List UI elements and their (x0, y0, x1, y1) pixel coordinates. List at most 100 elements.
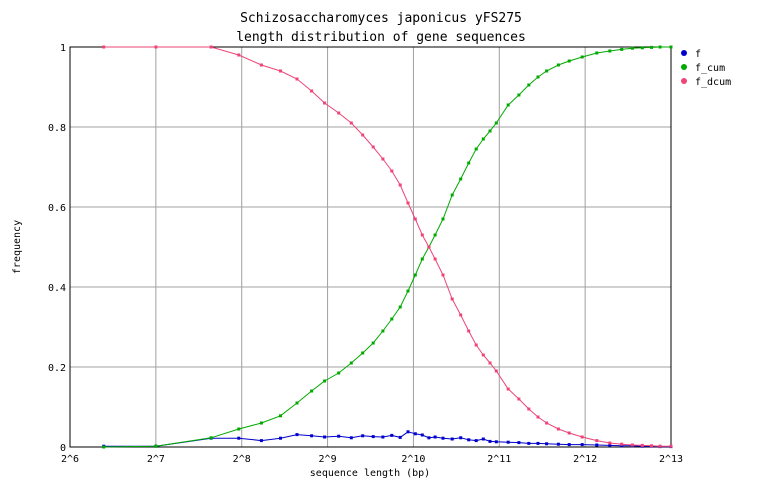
y-tick-label: 0.6 (48, 203, 66, 214)
data-point-f (580, 443, 584, 447)
x-tick-label: 2^7 (147, 454, 165, 465)
data-point-f (620, 444, 624, 448)
data-point-f_cum (337, 371, 341, 375)
legend-item-f: f (681, 49, 701, 60)
x-tick-label: 2^9 (319, 454, 337, 465)
data-point-f_dcum (506, 387, 510, 391)
data-point-f_dcum (413, 217, 417, 221)
data-point-f_dcum (580, 435, 584, 439)
data-point-f_cum (556, 63, 560, 67)
data-point-f_cum (154, 444, 158, 448)
data-point-f_dcum (441, 273, 445, 277)
data-point-f_cum (323, 379, 327, 383)
data-point-f_cum (441, 217, 445, 221)
data-point-f (323, 435, 327, 439)
data-point-f (556, 442, 560, 446)
data-point-f_dcum (536, 415, 540, 419)
data-point-f (595, 443, 599, 447)
legend-marker (681, 50, 687, 56)
data-point-f_dcum (259, 63, 263, 67)
data-point-f_dcum (323, 101, 327, 105)
data-point-f_cum (209, 436, 213, 440)
x-axis-label: sequence length (bp) (310, 468, 430, 479)
data-point-f_cum (279, 414, 282, 418)
data-point-f_cum (237, 427, 241, 431)
x-tick-label: 2^10 (401, 454, 425, 465)
data-point-f_dcum (494, 369, 498, 373)
data-point-f_cum (259, 421, 263, 425)
y-tick-label: 0 (60, 443, 66, 454)
data-point-f_cum (488, 129, 492, 133)
data-point-f_dcum (279, 69, 282, 73)
data-point-f_dcum (337, 111, 341, 115)
data-point-f_dcum (406, 201, 410, 205)
data-point-f (381, 435, 385, 439)
data-point-f_cum (413, 273, 417, 277)
data-point-f_cum (595, 51, 599, 55)
data-point-f (527, 441, 531, 445)
data-point-f (567, 443, 571, 447)
data-point-f_dcum (102, 45, 106, 49)
data-point-f_dcum (481, 353, 485, 357)
x-tick-label: 2^12 (573, 454, 597, 465)
data-point-f (474, 439, 478, 443)
series-f_cum (102, 45, 673, 449)
data-point-f (406, 430, 410, 434)
chart-title: Schizosaccharomyces japonicus yFS275 (240, 11, 522, 26)
data-point-f_cum (467, 161, 471, 165)
data-point-f_dcum (427, 245, 431, 249)
data-point-f_cum (433, 233, 437, 237)
data-point-f_dcum (154, 45, 158, 49)
data-point-f_cum (390, 317, 394, 321)
data-point-f (459, 436, 463, 440)
series-f_dcum (102, 45, 673, 448)
y-tick-label: 0.2 (48, 363, 66, 374)
data-point-f_cum (381, 329, 385, 333)
data-point-f_cum (310, 389, 314, 393)
legend-label: f_cum (695, 63, 725, 74)
data-point-f (506, 440, 510, 444)
data-point-f_dcum (567, 431, 571, 435)
data-point-f_cum (545, 69, 549, 73)
data-point-f (536, 441, 540, 445)
data-point-f_dcum (433, 257, 437, 261)
data-point-f_dcum (467, 329, 471, 333)
data-point-f (433, 435, 437, 439)
data-point-f_cum (371, 341, 375, 345)
data-point-f_dcum (650, 444, 653, 448)
legend-item-f_dcum: f_dcum (681, 77, 731, 88)
data-point-f (545, 442, 549, 446)
data-point-f (361, 434, 365, 438)
data-point-f_cum (361, 351, 365, 355)
data-point-f_dcum (640, 443, 644, 447)
data-point-f_dcum (371, 145, 375, 149)
data-point-f_cum (295, 401, 299, 405)
legend: f f_cum f_dcum (681, 49, 731, 88)
x-tick-label: 2^11 (487, 454, 511, 465)
x-ticks: 2^6 2^7 2^8 2^9 2^10 2^11 2^12 2^13 (61, 454, 683, 465)
data-point-f_dcum (669, 444, 673, 448)
data-point-f_dcum (459, 313, 463, 317)
data-point-f (608, 443, 612, 447)
data-point-f_dcum (517, 397, 521, 401)
data-point-f_cum (620, 47, 624, 51)
legend-label: f (695, 49, 701, 60)
data-point-f (371, 435, 375, 439)
data-point-f_cum (398, 305, 402, 309)
data-point-f_cum (459, 177, 463, 181)
data-point-f_dcum (545, 421, 549, 425)
data-point-f (427, 436, 431, 440)
data-point-f (279, 436, 282, 440)
data-point-f_cum (630, 46, 634, 50)
data-point-f_cum (650, 45, 653, 49)
data-point-f (450, 437, 454, 441)
data-point-f (420, 433, 424, 437)
data-point-f_dcum (349, 121, 353, 125)
data-point-f_cum (102, 445, 106, 449)
data-point-f_cum (567, 59, 571, 63)
legend-marker (681, 78, 687, 84)
data-point-f_cum (406, 289, 410, 293)
y-axis-label: frequency (12, 220, 23, 274)
